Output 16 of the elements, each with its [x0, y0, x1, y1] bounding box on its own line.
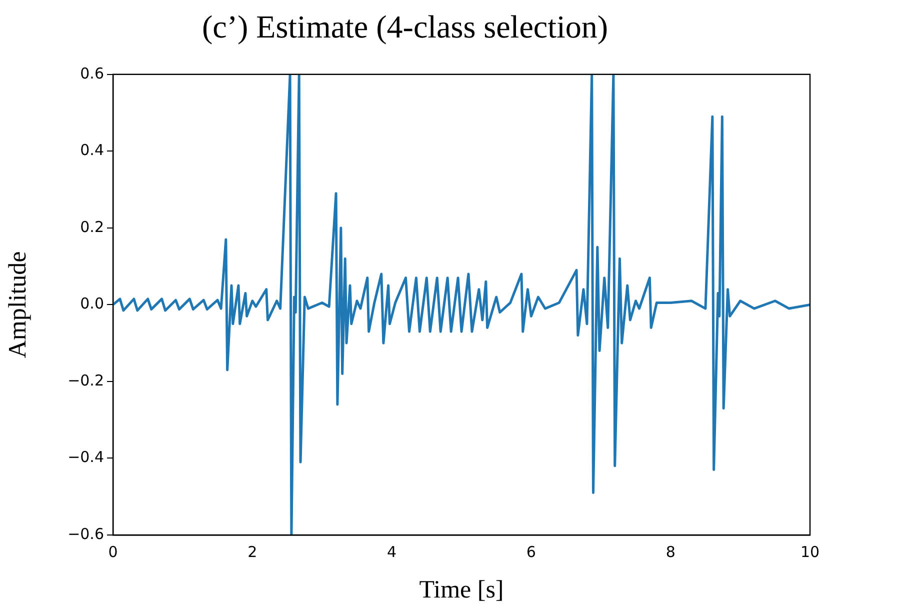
y-tick-label: 0.2 [80, 218, 104, 236]
x-tick-label: 8 [666, 542, 676, 561]
y-tick-label: 0.4 [80, 141, 104, 160]
x-tick-label: 2 [248, 542, 258, 561]
y-tick-label: 0.6 [80, 64, 104, 82]
y-axis-title: Amplitude [4, 251, 32, 358]
y-tick-label: −0.4 [68, 448, 104, 466]
y-tick-label: −0.2 [68, 371, 104, 390]
x-tick-label: 0 [108, 542, 118, 561]
y-tick-label: −0.6 [68, 524, 104, 543]
x-tick-label: 4 [387, 542, 397, 561]
chart-title: (c’) Estimate (4-class selection) [202, 8, 608, 45]
x-axis-title: Time [s] [419, 576, 504, 604]
y-tick-label: 0.0 [80, 294, 104, 313]
x-tick-label: 10 [800, 542, 820, 561]
x-tick-label: 6 [526, 542, 536, 561]
